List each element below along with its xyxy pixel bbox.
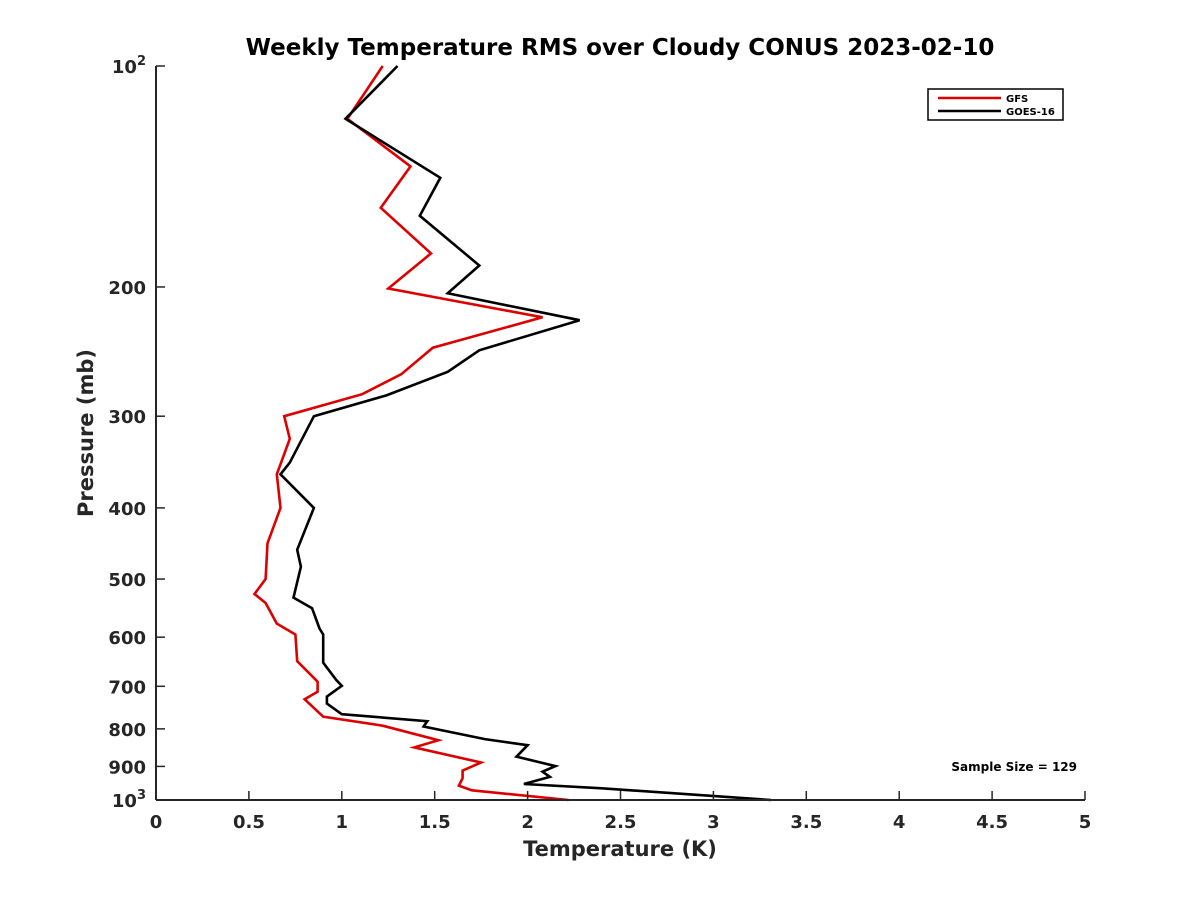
y-tick-label: 800 [108, 720, 146, 741]
x-tick-label: 5 [1079, 812, 1092, 833]
x-tick-label: 1 [336, 812, 349, 833]
y-tick-label: 500 [108, 570, 146, 591]
y-tick-label: 600 [108, 628, 146, 649]
x-tick-label: 2 [521, 812, 534, 833]
legend-label: GOES-16 [1006, 107, 1055, 118]
x-tick-label: 4 [893, 812, 906, 833]
series-line-gfs [252, 65, 569, 802]
y-tick-label: 700 [108, 677, 146, 698]
legend: GFS GOES-16 [927, 88, 1064, 121]
sample-size-annotation: Sample Size = 129 [951, 760, 1077, 774]
x-tick-label: 1.5 [419, 812, 451, 833]
plot-area [252, 65, 772, 802]
y-axis: 102 200 300 400 500 600 700 800 900 103 [108, 54, 165, 812]
chart-title: Weekly Temperature RMS over Cloudy CONUS… [246, 35, 995, 61]
y-tick-label: 400 [108, 499, 146, 520]
x-tick-label: 3 [707, 812, 720, 833]
y-tick-label: 102 [112, 54, 146, 78]
series-line-goes-16 [278, 65, 772, 802]
legend-box [927, 88, 1064, 121]
x-tick-label: 0 [150, 812, 163, 833]
y-tick-label: 900 [108, 757, 146, 778]
x-tick-label: 3.5 [790, 812, 822, 833]
y-tick-label: 103 [112, 788, 146, 812]
x-tick-label: 0.5 [233, 812, 265, 833]
y-axis-label: Pressure (mb) [74, 349, 98, 517]
x-tick-label: 4.5 [976, 812, 1008, 833]
x-tick-label: 2.5 [605, 812, 637, 833]
y-tick-label: 200 [108, 278, 146, 299]
x-axis: 0 0.5 1 1.5 2 2.5 3 3.5 4 4.5 5 [150, 791, 1092, 833]
x-axis-label: Temperature (K) [523, 837, 717, 861]
y-tick-label: 300 [108, 407, 146, 428]
legend-label: GFS [1006, 94, 1028, 105]
